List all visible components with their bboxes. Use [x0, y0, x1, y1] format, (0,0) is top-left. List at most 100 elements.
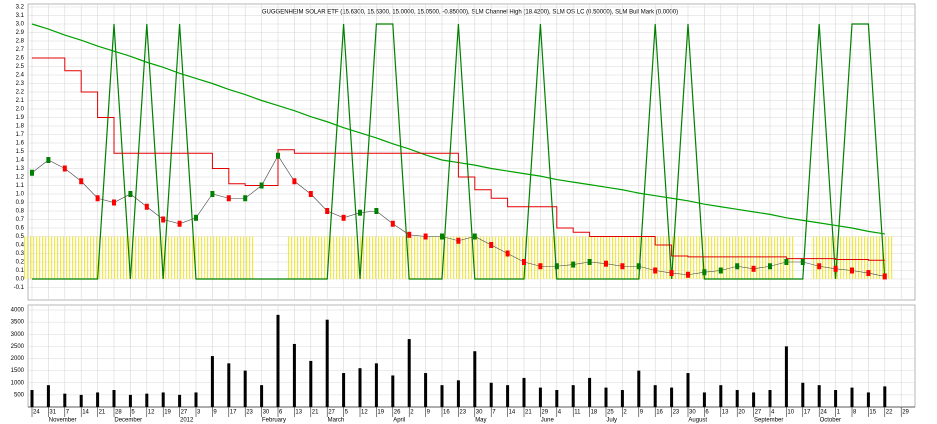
month-label: April	[393, 418, 405, 424]
price-candle	[30, 169, 34, 176]
os-lc-bar	[351, 236, 369, 279]
y-tick-label: 3.1	[16, 13, 25, 19]
price-candle	[636, 263, 641, 270]
price-candle	[390, 220, 395, 227]
os-lc-bar	[171, 236, 188, 279]
volume-bar	[489, 382, 493, 407]
volume-bar	[653, 385, 657, 407]
x-tick-label: 28	[115, 410, 122, 416]
y-tick-label: 1.4	[16, 158, 25, 164]
price-candle	[456, 237, 461, 244]
price-candle	[440, 233, 444, 240]
os-lc-bar	[811, 236, 828, 279]
os-lc-bar	[532, 236, 549, 279]
x-tick-label: 21	[312, 410, 319, 416]
volume-bar	[128, 394, 132, 407]
volume-bar	[670, 387, 674, 407]
os-lc-bar	[647, 236, 664, 279]
y-tick-label: 2.2	[16, 90, 25, 96]
y-tick-label: 3500	[11, 320, 25, 326]
price-candle	[669, 270, 674, 277]
y-tick-label: 1.3	[16, 166, 25, 172]
y-tick-label: 0.2	[16, 260, 25, 266]
x-tick-label: 10	[787, 410, 794, 416]
volume-bar	[604, 387, 608, 407]
y-tick-label: 1.7	[16, 132, 25, 138]
price-candle	[866, 270, 871, 277]
y-tick-label: 2.8	[16, 39, 25, 45]
x-tick-label: 30	[263, 410, 270, 416]
x-tick-label: 21	[99, 410, 106, 416]
y-tick-label: 1500	[11, 368, 25, 374]
price-candle	[505, 250, 510, 257]
volume-bar	[801, 382, 805, 407]
os-lc-bar	[581, 236, 598, 279]
os-lc-bar	[433, 236, 451, 279]
volume-bar	[735, 390, 739, 407]
price-candle	[144, 203, 149, 210]
os-lc-bar	[663, 236, 680, 279]
x-tick-label: 15	[869, 410, 876, 416]
y-tick-label: 1.1	[16, 183, 25, 189]
x-tick-label: 31	[49, 410, 56, 416]
price-candle	[407, 231, 412, 238]
volume-bar	[46, 385, 50, 407]
volume-bar	[752, 392, 756, 407]
channel-high-line	[32, 57, 885, 261]
volume-bar	[817, 385, 821, 407]
os-lc-bar	[761, 236, 779, 279]
os-lc-bar	[56, 236, 73, 279]
x-tick-label: 17	[230, 410, 237, 416]
x-tick-label: 14	[509, 410, 516, 416]
price-candle	[226, 195, 231, 202]
y-tick-label: 3000	[11, 332, 25, 338]
y-tick-label: 1.0	[16, 192, 25, 198]
month-label: July	[606, 418, 617, 424]
volume-bar	[112, 390, 116, 407]
x-tick-label: 14	[82, 410, 89, 416]
month-label: May	[475, 418, 486, 424]
os-lc-bar	[138, 236, 155, 279]
price-candle	[604, 260, 608, 267]
y-tick-label: 3.0	[16, 22, 25, 28]
os-lc-bar	[499, 236, 516, 279]
volume-bar	[620, 390, 624, 407]
y-tick-label: 0.4	[16, 243, 25, 249]
volume-bar	[63, 393, 67, 407]
price-candle	[95, 195, 100, 202]
volume-bar	[834, 390, 838, 407]
volume-bar	[588, 377, 592, 407]
price-candle	[259, 182, 264, 189]
y-tick-label: 2.6	[16, 56, 25, 62]
y-tick-label: 0.9	[16, 200, 25, 206]
price-candle	[718, 267, 723, 274]
x-tick-label: 23	[459, 410, 466, 416]
price-candle	[341, 214, 346, 221]
y-tick-label: 2000	[11, 356, 25, 362]
volume-bar	[309, 360, 313, 407]
month-label: February	[262, 418, 286, 424]
price-candle	[128, 191, 133, 197]
volume-bar	[342, 373, 346, 407]
price-candle	[210, 191, 215, 197]
os-lc-bar	[73, 236, 90, 279]
y-tick-label: 0.8	[16, 209, 25, 215]
os-lc-bar	[286, 236, 303, 279]
volume-bar	[424, 373, 428, 407]
os-lc-bar	[417, 236, 434, 279]
volume-bar	[96, 392, 100, 407]
os-lc-bar	[679, 236, 697, 279]
month-label: March	[328, 418, 345, 424]
os-lc-bar	[40, 236, 57, 279]
price-candle	[374, 208, 379, 214]
price-candle	[686, 271, 690, 278]
x-tick-label: 27	[181, 410, 188, 416]
price-candle	[79, 178, 84, 185]
os-lc-bar	[23, 236, 41, 279]
os-lc-bar	[122, 236, 139, 279]
os-lc-bar	[515, 236, 533, 279]
x-tick-label: 24	[820, 410, 827, 416]
volume-bar	[210, 356, 214, 407]
price-candle	[850, 267, 854, 274]
price-candle	[472, 233, 477, 240]
